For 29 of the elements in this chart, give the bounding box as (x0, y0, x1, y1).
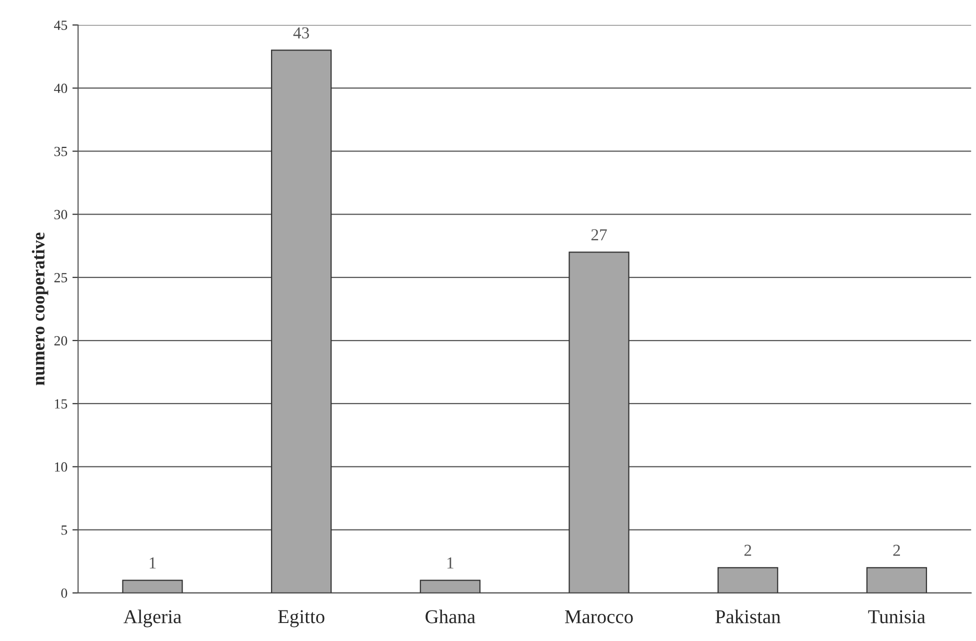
data-label: 1 (447, 557, 454, 568)
y-tick-label: 35 (54, 146, 68, 156)
x-tick-label: Algeria (124, 610, 182, 628)
y-tick-label: 15 (54, 399, 68, 409)
y-tick-label: 25 (54, 273, 68, 282)
bar (420, 580, 481, 593)
data-label: 1 (150, 557, 156, 568)
x-tick-label: Ghana (426, 610, 476, 624)
y-tick-label: 20 (54, 336, 68, 346)
y-tick-label: 10 (54, 462, 68, 472)
data-label: 27 (591, 229, 607, 240)
bar (568, 252, 630, 593)
y-tick-label: 5 (62, 526, 68, 535)
bar (271, 50, 332, 593)
bar (718, 567, 778, 593)
data-label: 2 (893, 544, 900, 556)
x-tick-label: Egitto (278, 610, 324, 628)
data-label: 43 (293, 27, 310, 39)
data-label: 2 (744, 544, 752, 556)
x-tick-label: Tunisia (868, 610, 926, 624)
y-tick-label: 45 (54, 20, 68, 30)
bar (122, 580, 183, 593)
x-tick-label: Pakistan (715, 610, 781, 624)
y-tick-label: 40 (54, 84, 68, 94)
y-tick-label: 0 (61, 588, 68, 598)
x-tick-label: Marocco (565, 610, 633, 624)
y-axis-title: numero cooperative (32, 232, 48, 386)
bar (866, 567, 928, 593)
y-tick-label: 30 (54, 210, 68, 220)
